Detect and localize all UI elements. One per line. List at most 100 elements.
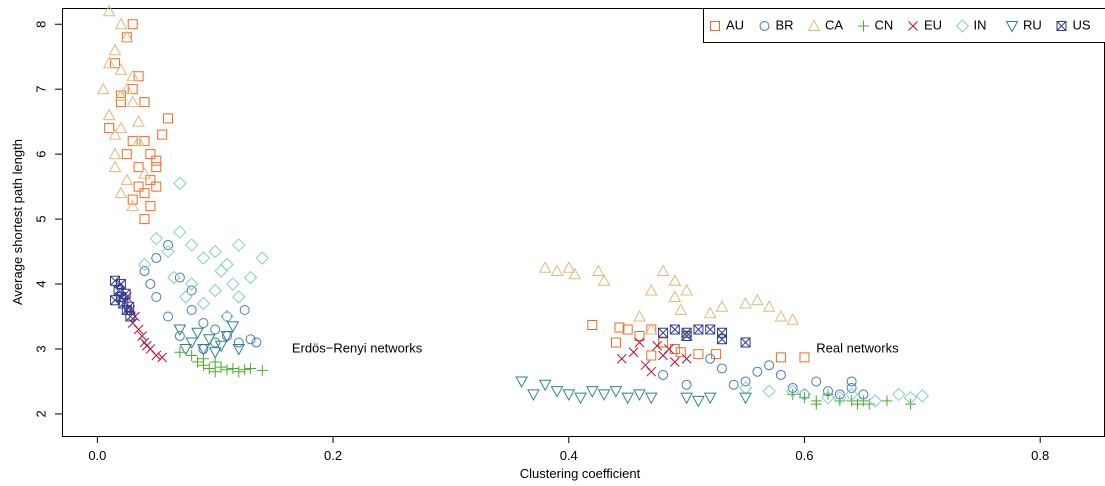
point bbox=[214, 264, 228, 278]
y-tick-label: 7 bbox=[33, 86, 48, 93]
point bbox=[527, 389, 540, 401]
point bbox=[173, 176, 187, 191]
point bbox=[203, 362, 215, 374]
point bbox=[208, 283, 222, 298]
point bbox=[762, 300, 776, 312]
point bbox=[739, 296, 752, 309]
x-tick-label: 0.6 bbox=[795, 448, 813, 463]
point bbox=[179, 343, 193, 356]
point bbox=[775, 352, 786, 363]
point bbox=[210, 324, 221, 335]
legend-label: CN bbox=[875, 17, 894, 32]
point bbox=[221, 364, 233, 376]
point bbox=[215, 361, 227, 373]
point bbox=[139, 97, 150, 108]
x-tick-label: 0.0 bbox=[88, 448, 106, 463]
point bbox=[622, 324, 633, 335]
point bbox=[693, 349, 704, 360]
point bbox=[208, 244, 222, 259]
point bbox=[133, 71, 144, 82]
legend-label: US bbox=[1073, 17, 1091, 32]
point bbox=[145, 279, 156, 290]
point bbox=[221, 330, 232, 341]
point bbox=[133, 181, 144, 192]
point bbox=[179, 290, 193, 304]
point bbox=[868, 394, 882, 408]
point bbox=[233, 337, 244, 348]
point bbox=[110, 295, 121, 306]
legend-marker bbox=[1005, 21, 1019, 33]
point bbox=[227, 362, 239, 374]
point bbox=[764, 360, 775, 371]
point bbox=[186, 305, 197, 315]
point bbox=[597, 274, 611, 286]
point bbox=[127, 194, 138, 205]
point bbox=[903, 390, 918, 405]
point bbox=[616, 353, 627, 364]
point bbox=[799, 352, 810, 363]
point bbox=[680, 392, 693, 405]
point bbox=[857, 395, 869, 407]
point bbox=[715, 300, 729, 312]
point bbox=[591, 264, 605, 277]
point bbox=[239, 364, 251, 376]
point bbox=[668, 274, 682, 286]
point bbox=[121, 149, 132, 160]
point bbox=[811, 376, 822, 387]
point bbox=[139, 136, 150, 147]
point bbox=[858, 389, 869, 400]
point bbox=[668, 290, 682, 303]
point bbox=[114, 186, 128, 199]
point bbox=[139, 188, 150, 199]
point bbox=[163, 311, 174, 322]
point bbox=[574, 392, 587, 405]
point bbox=[114, 121, 128, 134]
point bbox=[115, 279, 126, 290]
point bbox=[739, 392, 752, 405]
legend-marker bbox=[955, 19, 970, 33]
point bbox=[810, 398, 822, 410]
point bbox=[738, 381, 753, 395]
point bbox=[102, 4, 116, 17]
point bbox=[728, 379, 739, 390]
point bbox=[220, 309, 234, 324]
point bbox=[114, 89, 128, 101]
point bbox=[239, 305, 250, 315]
point bbox=[104, 123, 115, 134]
point bbox=[881, 395, 893, 407]
point bbox=[644, 283, 658, 296]
y-tick-label: 6 bbox=[33, 151, 48, 158]
point bbox=[550, 386, 564, 398]
point bbox=[705, 324, 716, 335]
point bbox=[550, 264, 564, 277]
y-tick-label: 2 bbox=[33, 410, 48, 417]
point bbox=[833, 390, 847, 405]
legend-marker bbox=[858, 20, 869, 32]
point bbox=[822, 388, 834, 400]
point bbox=[656, 264, 670, 277]
x-tick-label: 0.8 bbox=[1031, 448, 1049, 463]
point bbox=[132, 115, 145, 127]
point bbox=[139, 214, 150, 225]
point bbox=[108, 147, 122, 160]
point bbox=[220, 257, 234, 272]
legend-marker bbox=[759, 21, 770, 31]
legend-box bbox=[703, 8, 1105, 43]
x-tick-label: 0.4 bbox=[560, 448, 578, 463]
point bbox=[669, 357, 680, 367]
point bbox=[752, 366, 763, 377]
point bbox=[515, 376, 528, 388]
point bbox=[846, 376, 857, 387]
point bbox=[587, 319, 598, 330]
point bbox=[644, 322, 658, 335]
point bbox=[126, 199, 140, 212]
legend-label: BR bbox=[776, 17, 794, 32]
point bbox=[151, 350, 162, 361]
point bbox=[243, 270, 258, 285]
point bbox=[852, 398, 864, 410]
point bbox=[256, 364, 268, 376]
legend-label: AU bbox=[726, 17, 744, 32]
point bbox=[151, 181, 162, 192]
legend-marker bbox=[807, 19, 821, 31]
